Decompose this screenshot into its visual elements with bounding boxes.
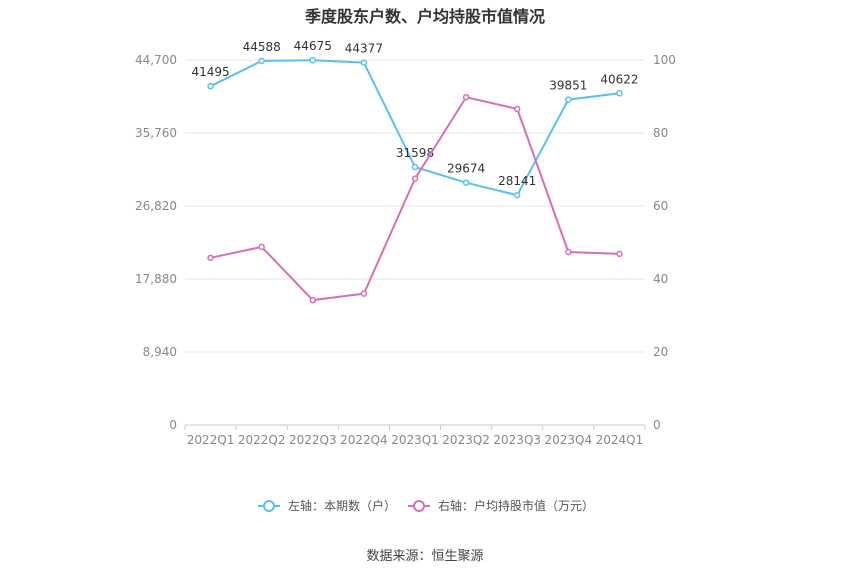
legend-label: 右轴：户均持股市值（万元）	[438, 498, 594, 513]
data-point	[360, 59, 368, 66]
series-line-market-value	[210, 96, 620, 302]
data-point	[513, 191, 521, 199]
data-point	[411, 175, 419, 182]
data-source: 数据来源：恒生聚源	[366, 549, 484, 564]
data-point	[565, 96, 572, 103]
data-point	[309, 296, 317, 304]
x-tick-label: 2022Q2	[238, 433, 286, 447]
y-right-tick-label: 40	[653, 272, 668, 286]
y-left-tick-label: 26,820	[135, 199, 177, 213]
legend-marker	[263, 500, 275, 512]
y-left-tick-label: 44,700	[135, 53, 177, 67]
data-point	[616, 250, 623, 258]
y-right-tick-label: 80	[653, 126, 668, 140]
data-label: 44377	[345, 42, 383, 56]
data-point	[462, 179, 470, 186]
x-tick-label: 2022Q3	[289, 433, 337, 447]
x-tick-label: 2023Q2	[442, 433, 490, 447]
x-tick-label: 2024Q1	[596, 433, 644, 447]
y-left-tick-label: 0	[169, 418, 177, 432]
y-right-tick-label: 0	[653, 418, 661, 432]
data-label: 39851	[549, 79, 587, 93]
y-left-tick-label: 35,760	[135, 126, 177, 140]
data-label: 28141	[498, 174, 536, 188]
data-point	[565, 248, 572, 256]
y-right-tick-label: 60	[653, 199, 668, 213]
data-point	[207, 254, 214, 262]
y-left-tick-label: 8,940	[143, 345, 177, 359]
data-point	[207, 82, 214, 90]
data-label: 31598	[396, 146, 434, 160]
legend-marker	[413, 500, 425, 512]
x-tick-label: 2023Q1	[391, 433, 439, 447]
data-point	[258, 57, 265, 65]
y-right-tick-label: 100	[653, 53, 676, 67]
data-point	[360, 290, 368, 297]
x-tick-label: 2023Q4	[545, 433, 593, 447]
data-label: 40622	[600, 72, 638, 86]
data-point	[309, 56, 317, 64]
data-label: 44588	[243, 40, 281, 54]
data-label: 44675	[294, 39, 332, 53]
y-right-tick-label: 20	[653, 345, 668, 359]
x-tick-label: 2023Q3	[493, 433, 541, 447]
data-point	[513, 105, 521, 113]
y-left-tick-label: 17,880	[135, 272, 177, 286]
x-tick-label: 2022Q4	[340, 433, 388, 447]
legend-label: 左轴：本期数（户）	[288, 498, 396, 513]
data-point	[616, 90, 623, 97]
data-point	[258, 243, 265, 251]
x-tick-label: 2022Q1	[187, 433, 235, 447]
data-point	[411, 163, 419, 171]
data-point	[462, 93, 470, 101]
chart-title: 季度股东户数、户均持股市值情况	[304, 7, 545, 26]
data-label: 41495	[191, 65, 229, 79]
data-label: 29674	[447, 162, 485, 176]
